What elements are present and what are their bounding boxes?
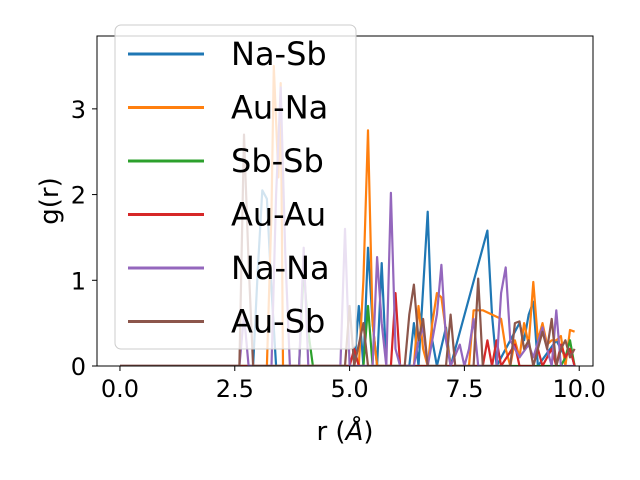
legend-label-au-na: Au-Na <box>231 89 328 127</box>
x-tick-label: 2.5 <box>216 375 254 403</box>
legend-label-na-na: Na-Na <box>231 249 330 287</box>
y-tick-label: 1 <box>71 267 86 295</box>
legend-label-sb-sb: Sb-Sb <box>231 142 324 180</box>
x-axis-ticks: 0.0 2.5 5.0 7.5 10.0 <box>101 366 606 403</box>
y-axis-ticks: 0 1 2 3 <box>71 96 97 381</box>
y-tick-label: 3 <box>71 96 86 124</box>
legend-label-au-au: Au-Au <box>231 196 326 234</box>
x-axis-label-text: r ( <box>316 417 345 447</box>
x-axis-label-close: ) <box>363 417 373 447</box>
legend-box <box>114 24 357 350</box>
x-axis-label: r (Å) <box>316 415 373 447</box>
x-axis-label-unit: Å <box>344 415 364 447</box>
series-line-na-sb <box>120 189 576 366</box>
x-tick-label: 10.0 <box>553 375 606 403</box>
x-tick-label: 0.0 <box>101 375 139 403</box>
legend-label-au-sb: Au-Sb <box>231 303 325 341</box>
legend: Na-Sb Au-Na Sb-Sb Au-Au Na-Na Au-Sb <box>114 24 357 350</box>
y-tick-label: 2 <box>71 182 86 210</box>
x-tick-label: 7.5 <box>445 375 483 403</box>
y-axis-label: g(r) <box>35 177 65 224</box>
y-tick-label: 0 <box>71 353 86 381</box>
legend-label-na-sb: Na-Sb <box>231 35 327 73</box>
x-tick-label: 5.0 <box>331 375 369 403</box>
